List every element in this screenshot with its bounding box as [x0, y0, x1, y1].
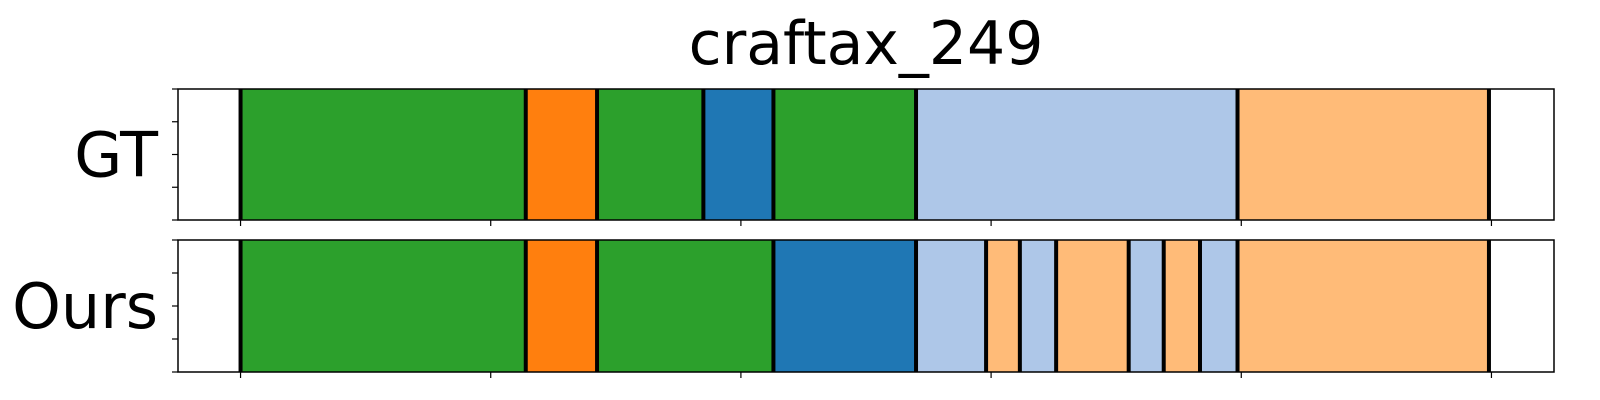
segment-11 [1199, 240, 1238, 372]
panel-ours: Ours [12, 239, 1555, 378]
panels: GT Ours [12, 88, 1555, 378]
row-label-ours: Ours [12, 270, 158, 343]
segment-9 [1128, 240, 1164, 372]
row-label-gt: GT [74, 119, 159, 192]
segment-12 [1237, 240, 1489, 372]
segment-5 [773, 89, 917, 220]
segment-4 [773, 240, 917, 372]
segment-4 [703, 89, 774, 220]
segment-8 [1056, 240, 1129, 372]
segment-7 [1019, 240, 1057, 372]
segment-5 [916, 240, 987, 372]
segment-6 [986, 240, 1020, 372]
segment-2 [525, 240, 598, 372]
segment-3 [597, 89, 704, 220]
segment-7 [1237, 89, 1489, 220]
segment-3 [597, 240, 774, 372]
chart-title: craftax_249 [689, 9, 1044, 79]
panel-gt: GT [74, 88, 1555, 226]
segment-6 [916, 89, 1238, 220]
segment-10 [1163, 240, 1200, 372]
segment-1 [240, 240, 526, 372]
segment-2 [525, 89, 598, 220]
segment-1 [240, 89, 526, 220]
